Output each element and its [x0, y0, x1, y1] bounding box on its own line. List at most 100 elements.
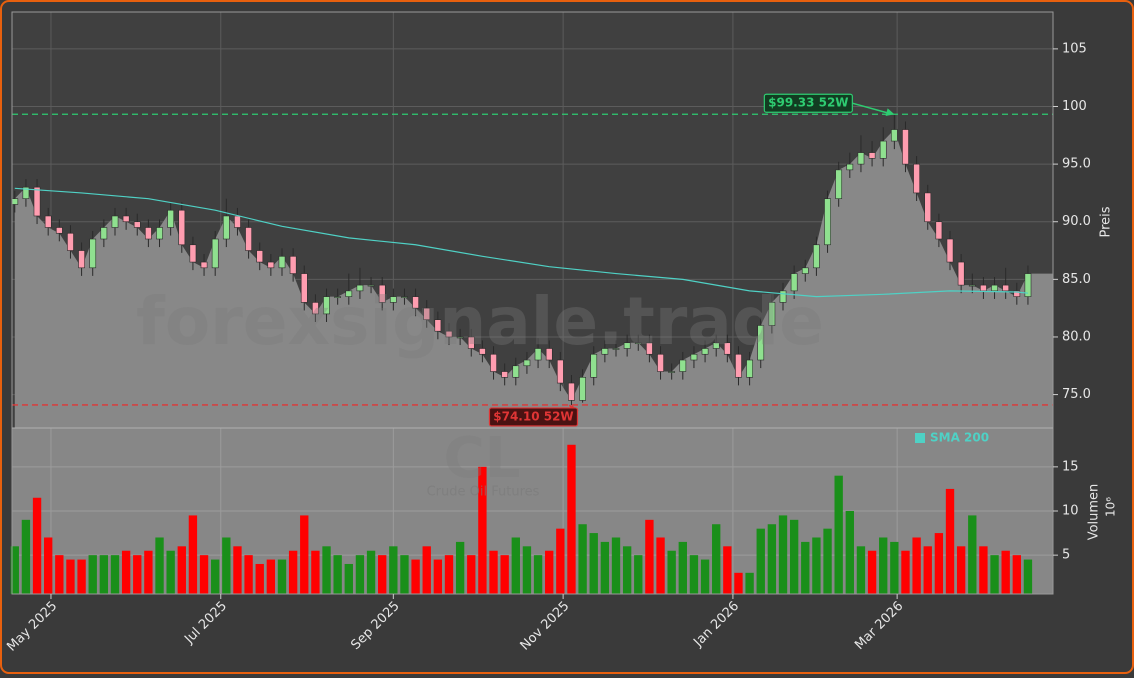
candle-body	[323, 296, 330, 315]
candle-body	[746, 359, 753, 378]
candle-body	[189, 244, 197, 263]
candle-body	[579, 376, 586, 401]
volume-bar	[522, 546, 532, 594]
candle-body	[735, 353, 742, 378]
candle-body	[33, 186, 41, 217]
volume-bar	[789, 519, 799, 594]
candle-body	[178, 209, 186, 246]
candle-body	[156, 227, 163, 240]
candle-body	[1024, 273, 1032, 297]
candle-body	[312, 302, 319, 315]
candle-body	[757, 325, 765, 361]
candle-body	[289, 255, 297, 274]
volume-bar	[845, 511, 854, 594]
volume-bar	[199, 555, 209, 594]
candle-body	[890, 129, 898, 142]
volume-bar	[801, 541, 810, 594]
volume-bar	[222, 537, 231, 594]
price-area	[14, 129, 1053, 428]
volume-bar	[366, 550, 376, 594]
y-tick-label: 100	[1062, 99, 1087, 114]
volume-bar	[344, 563, 353, 594]
annotation-box	[763, 93, 853, 113]
candle-body	[401, 296, 408, 298]
volume-bar	[311, 550, 320, 594]
candle-body	[668, 371, 676, 373]
volume-bar	[634, 555, 643, 594]
volume-bar	[233, 546, 242, 594]
volume-bar	[66, 559, 75, 594]
volume-bar	[478, 466, 487, 594]
volume-bar	[700, 559, 710, 594]
candle-body	[512, 365, 520, 378]
candle-body	[902, 129, 909, 165]
volume-bar	[968, 515, 977, 594]
volume-bar	[545, 550, 554, 594]
candle-body	[479, 348, 486, 355]
candle-body	[701, 348, 709, 355]
candle-body	[445, 330, 453, 338]
volume-bar	[1001, 550, 1010, 594]
annotation-label: $99.33 52W	[768, 96, 848, 110]
volume-bar	[88, 555, 97, 594]
volume-bar	[77, 559, 86, 594]
volume-bar	[812, 537, 821, 594]
candle-body	[835, 169, 843, 199]
candle-body	[89, 238, 97, 269]
volume-bar	[300, 515, 309, 594]
candle-body	[601, 348, 609, 355]
volume-bar	[255, 563, 264, 594]
watermark: forexsignale.trade	[136, 283, 824, 360]
candle-body	[389, 296, 397, 303]
candle-body	[22, 186, 30, 199]
volume-axis-unit: 10⁶	[1104, 497, 1118, 517]
candle-body	[545, 348, 553, 361]
volume-bar	[823, 528, 832, 594]
candle-body	[679, 359, 687, 372]
volume-bar	[21, 519, 31, 594]
area	[14, 129, 1053, 428]
candle-body	[467, 336, 475, 349]
volume-bar	[912, 537, 921, 594]
volume-bar	[244, 555, 253, 594]
volume-bar	[990, 555, 999, 594]
annotation-box	[488, 407, 579, 427]
volume-bar	[277, 559, 287, 594]
candle-body	[690, 353, 698, 361]
legend-label: SMA 200	[930, 431, 989, 445]
volume-bar	[589, 533, 598, 594]
volume-bar	[689, 555, 699, 594]
volume-bar	[378, 555, 387, 594]
candle-body	[980, 284, 987, 292]
candle-body	[111, 215, 119, 228]
candle-body	[924, 192, 932, 223]
volume-bar	[901, 550, 910, 594]
y-tick-label: 95.0	[1062, 157, 1091, 172]
volume-bar	[144, 550, 153, 594]
volume-bar	[467, 555, 476, 594]
volume-bar	[110, 555, 120, 594]
volume-bar	[934, 533, 944, 594]
volume-bar	[444, 555, 454, 594]
volume-bar	[155, 537, 164, 594]
volume-bar	[712, 524, 721, 594]
volume-tick-label: 15	[1062, 459, 1079, 474]
candle-body	[300, 273, 308, 303]
volume-bar	[611, 537, 621, 594]
candle-body	[824, 198, 831, 246]
candle-body	[278, 255, 286, 269]
volume-bar	[489, 550, 498, 594]
volume-bar	[455, 541, 465, 594]
candle-body	[200, 261, 208, 269]
volume-bar	[99, 555, 109, 594]
y-tick-label: 90.0	[1062, 214, 1091, 229]
y-tick-label: 105	[1062, 41, 1087, 56]
candle-body	[657, 353, 664, 372]
volume-bar	[767, 524, 777, 594]
volume-bar	[44, 537, 53, 594]
candle-body	[534, 348, 542, 361]
candle-body	[857, 152, 865, 165]
y-tick-label: 75.0	[1062, 387, 1091, 402]
candle-body	[145, 227, 152, 240]
candle-body	[957, 261, 965, 286]
